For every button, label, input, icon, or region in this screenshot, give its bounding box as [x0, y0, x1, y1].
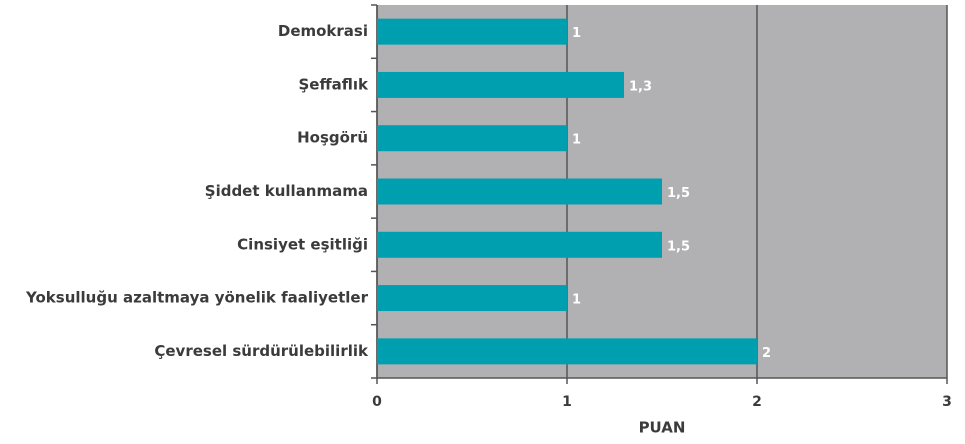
x-tick-label: 2: [752, 394, 762, 410]
y-tick-label: Yoksulluğu azaltmaya yönelik faaliyetler: [25, 289, 369, 307]
value-label: 1: [572, 26, 581, 41]
bar: [377, 338, 757, 365]
bar: [377, 231, 662, 258]
value-label: 1,3: [629, 79, 652, 94]
bar: [377, 71, 624, 98]
value-label: 1,5: [667, 239, 690, 254]
y-tick-label: Demokrasi: [278, 22, 368, 40]
value-label: 1,5: [667, 186, 690, 201]
bar: [377, 178, 662, 205]
y-tick-label: Şeffaflık: [299, 75, 370, 93]
y-tick-label: Çevresel sürdürülebilirlik: [154, 342, 369, 360]
y-tick-label: Cinsiyet eşitliği: [237, 235, 368, 253]
y-tick-label: Şiddet kullanmama: [205, 182, 368, 200]
value-label: 1: [572, 293, 581, 308]
x-tick-label: 1: [562, 394, 572, 410]
bar: [377, 18, 567, 45]
value-label: 2: [762, 346, 771, 361]
bar: [377, 285, 567, 312]
value-label: 1: [572, 133, 581, 148]
x-tick-label: 3: [942, 394, 952, 410]
x-axis-label: PUAN: [639, 419, 686, 437]
y-tick-label: Hoşgörü: [297, 129, 368, 147]
x-tick-label: 0: [372, 394, 382, 410]
bar: [377, 125, 567, 152]
